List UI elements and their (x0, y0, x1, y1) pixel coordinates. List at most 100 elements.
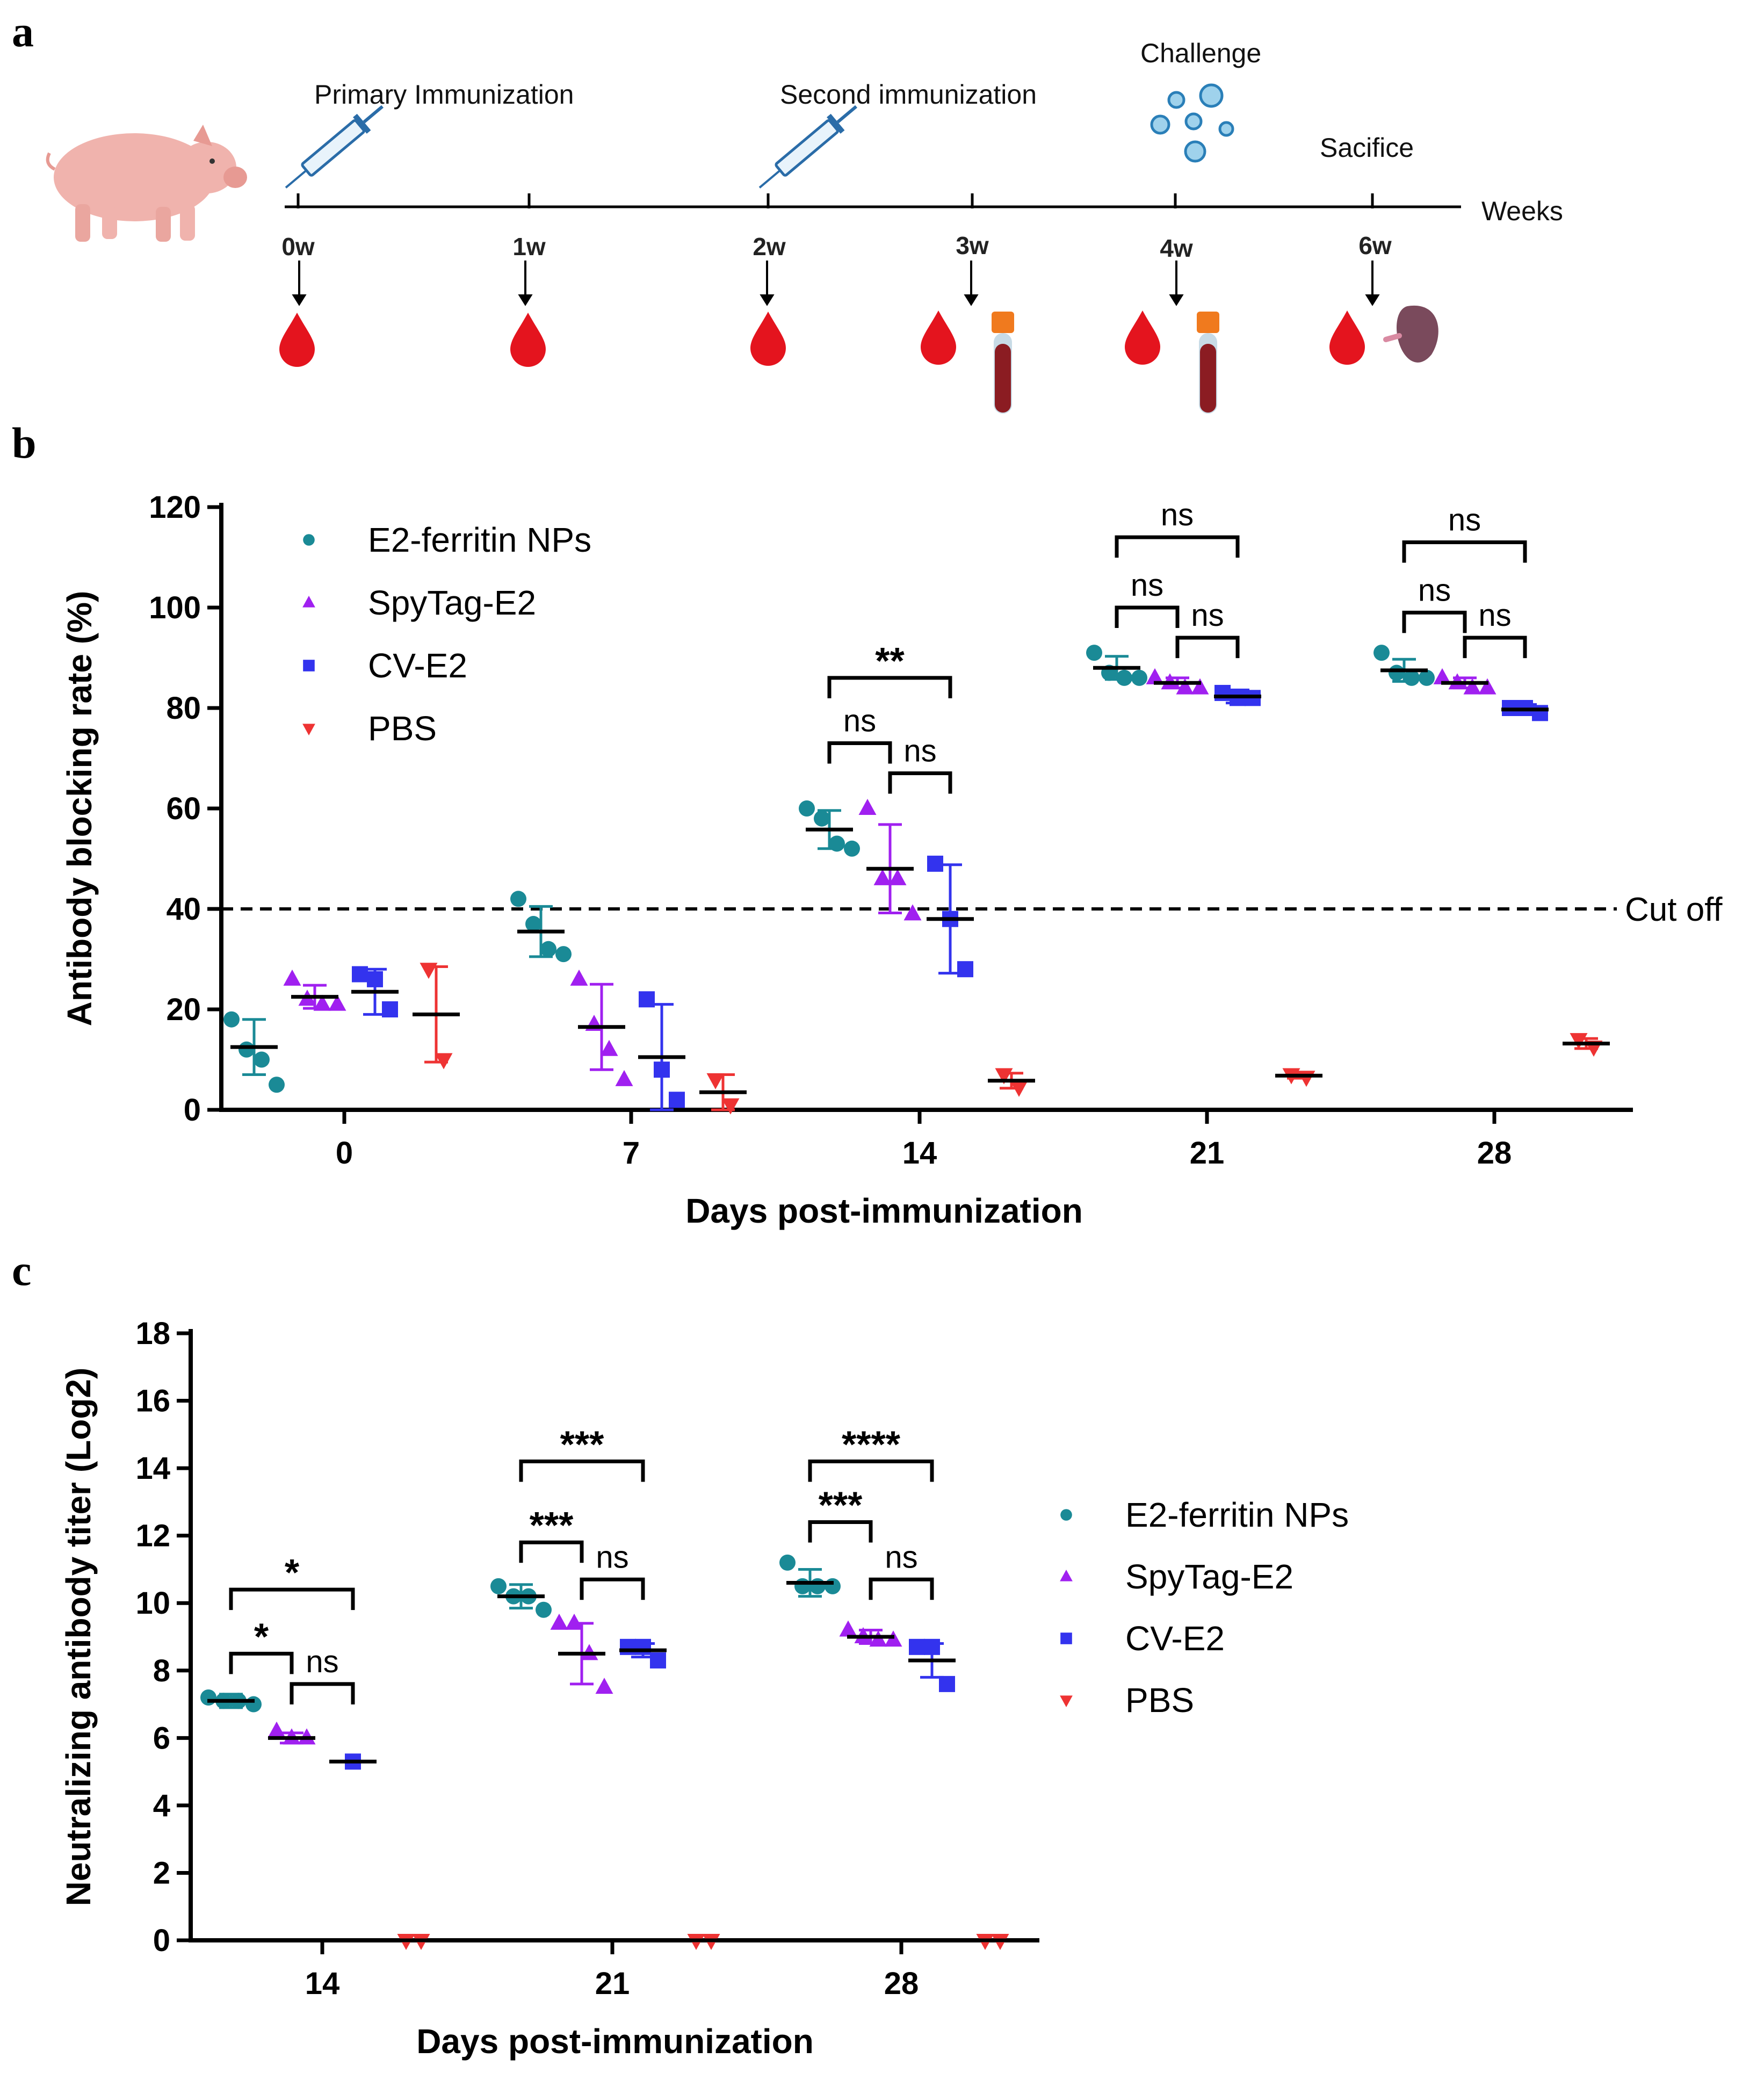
data-point (1419, 669, 1435, 686)
legend-label-pbs: PBS (368, 709, 437, 748)
series-pbs (390, 1934, 1016, 1950)
data-point (1086, 645, 1102, 661)
significance-label: *** (560, 1424, 604, 1465)
x-tick-label: 28 (884, 1966, 919, 2001)
legend-marker-spytag-e2 (302, 596, 315, 608)
data-point (1131, 669, 1147, 686)
data-point (238, 1041, 255, 1058)
y-tick-label: 10 (135, 1586, 170, 1621)
x-axis-title: Days post-immunization (416, 2022, 814, 2061)
y-tick-label: 40 (166, 892, 201, 927)
significance-bracket (229, 1587, 355, 1610)
significance-bracket (290, 1682, 355, 1704)
y-tick-label: 20 (166, 992, 201, 1027)
x-tick-label: 21 (595, 1966, 630, 2001)
data-point (367, 971, 383, 987)
legend-label-e2-ferritin-nps: E2-ferritin NPs (368, 521, 591, 559)
significance-label: ns (1418, 573, 1451, 608)
y-tick-label: 12 (135, 1519, 170, 1554)
legend-marker-e2-ferritin-nps (303, 534, 315, 546)
series-spytag-e2 (268, 1613, 902, 1745)
significance-bracket (580, 1577, 645, 1600)
data-point (669, 1092, 685, 1108)
y-tick-label: 8 (153, 1653, 170, 1688)
legend-marker-e2-ferritin-nps (1060, 1509, 1072, 1521)
significance-label: ns (885, 1540, 917, 1574)
data-point (600, 1039, 618, 1056)
significance-bracket (1115, 535, 1240, 558)
event-second: Second immunization (780, 80, 1037, 110)
chart-b-ticks: 0 20 40 60 80 100 120 0 7 14 21 28 (149, 490, 1512, 1171)
significance-bracket (888, 771, 952, 794)
data-point (570, 969, 588, 986)
significance-label: **** (842, 1424, 901, 1465)
panel-label-c: c (12, 1246, 31, 1295)
event-challenge: Challenge (1140, 38, 1261, 68)
data-point (435, 1053, 453, 1070)
data-point (555, 946, 572, 963)
legend-marker-spytag-e2 (1060, 1570, 1073, 1581)
blood-drop-icon (510, 313, 546, 367)
y-tick-label: 16 (135, 1384, 170, 1419)
y-axis-title: Antibody blocking rate (%) (60, 591, 99, 1027)
data-point (328, 994, 346, 1011)
data-point (909, 1638, 925, 1655)
data-point (829, 835, 845, 852)
series-e2-ferritin-nps (200, 1554, 841, 1713)
data-point (223, 1011, 240, 1028)
data-point (706, 1073, 725, 1089)
y-tick-label: 0 (153, 1923, 170, 1958)
data-point (550, 1613, 568, 1630)
significance-bracket (827, 741, 892, 764)
data-point (1373, 645, 1390, 661)
data-point (1116, 669, 1132, 686)
data-point (283, 969, 301, 986)
data-point (1191, 678, 1209, 695)
series-pbs (413, 963, 1610, 1115)
chart-b-marks (223, 645, 1610, 1115)
data-point (525, 916, 541, 933)
series-cv-e2 (329, 1638, 956, 1770)
data-point (794, 1578, 811, 1594)
data-point (268, 1721, 286, 1738)
legend-label-cv-e2: CV-E2 (1125, 1619, 1225, 1658)
significance-bracket (869, 1577, 934, 1600)
significance-bracket (519, 1540, 584, 1563)
data-point (779, 1554, 796, 1571)
y-tick-label: 80 (166, 691, 201, 726)
significance-bracket (1463, 635, 1527, 659)
data-point (1532, 705, 1548, 721)
significance-bracket (1115, 605, 1180, 628)
chart-b-axes: Days post-immunization Antibody blocking … (60, 503, 1633, 1230)
series-spytag-e2 (283, 668, 1496, 1086)
cutoff-line-group: Cut off (221, 891, 1723, 928)
significance-bracket (519, 1460, 645, 1482)
sample-arrows (292, 261, 1380, 306)
significance-label: ns (1191, 598, 1224, 633)
y-tick-label: 120 (149, 490, 201, 525)
week-label-4: 4w (1160, 234, 1193, 262)
y-axis-title: Neutralizing antibody titer (Log2) (59, 1368, 98, 1906)
significance-label: ns (596, 1540, 628, 1574)
significance-bracket (827, 676, 952, 698)
x-tick-label: 14 (902, 1136, 937, 1171)
blood-drop-icon (1125, 310, 1160, 365)
series-cv-e2 (351, 684, 1549, 1111)
week-label-2: 2w (753, 233, 786, 261)
data-point (839, 1620, 857, 1637)
blood-drop-icon (279, 313, 315, 367)
data-point (620, 1638, 636, 1655)
data-point (565, 1613, 583, 1630)
x-tick-label: 14 (305, 1966, 340, 2001)
chart-b-legend: E2-ferritin NPs SpyTag-E2 CV-E2 PBS (302, 521, 591, 748)
data-point (269, 1077, 285, 1093)
week-label-3: 3w (956, 232, 989, 259)
legend-label-cv-e2: CV-E2 (368, 646, 467, 685)
syringe-icon (758, 105, 857, 189)
blood-drop-icon (921, 310, 956, 365)
blood-tube-icon (992, 312, 1014, 414)
data-point (1214, 684, 1231, 701)
x-tick-label: 21 (1190, 1136, 1225, 1171)
